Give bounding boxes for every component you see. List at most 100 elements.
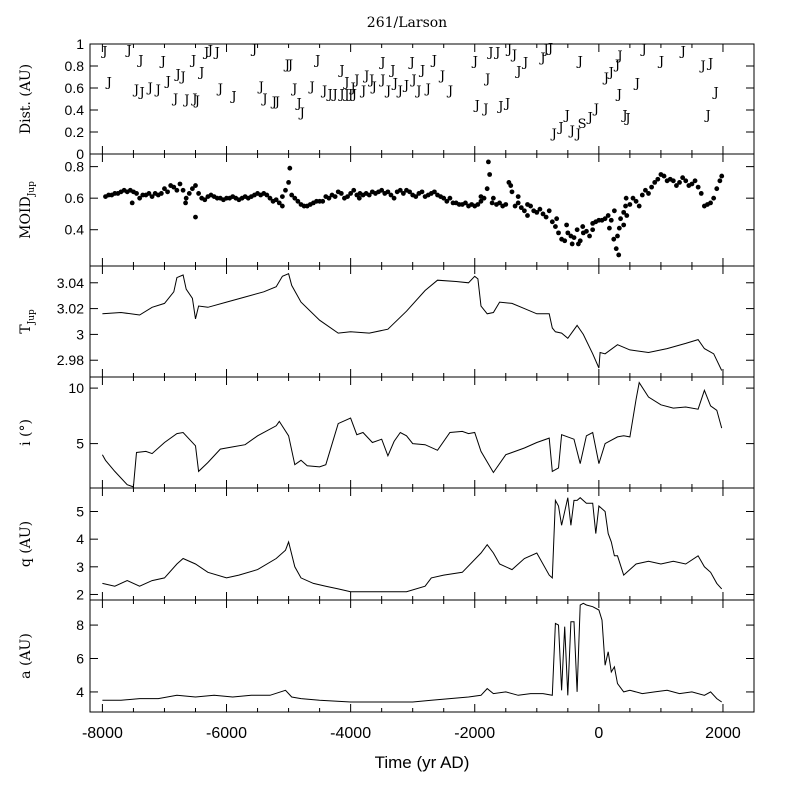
encounter-marker: J (320, 84, 327, 99)
moid-point (540, 211, 546, 217)
moid-point (627, 202, 633, 207)
encounter-marker: J (146, 81, 153, 96)
moid-point (636, 203, 642, 209)
encounter-marker: J (620, 108, 627, 123)
panel-tjup-ylabel: TJup (18, 309, 37, 334)
moid-point (605, 213, 611, 218)
moid-point (623, 203, 628, 209)
panel-a-ytick-label: 6 (76, 651, 84, 667)
encounter-marker: J (633, 77, 640, 92)
encounter-marker: J (202, 46, 209, 61)
encounter-marker: J (136, 53, 143, 68)
moid-point (279, 194, 285, 199)
encounter-marker: J (346, 88, 353, 103)
encounter-marker: J (342, 88, 349, 103)
encounter-marker: J (250, 42, 257, 57)
moid-point (621, 209, 627, 215)
moid-point (670, 178, 676, 184)
encounter-marker: J (586, 111, 593, 126)
encounter-marker: J (342, 75, 349, 90)
moid-point (279, 203, 285, 209)
encounter-marker: J (505, 42, 512, 57)
encounter-marker: J (574, 127, 581, 142)
encounter-marker: J (706, 57, 713, 72)
encounter-marker: J (679, 45, 686, 60)
encounter-marker: J (568, 124, 575, 139)
encounter-marker: J (171, 92, 178, 107)
moid-point (521, 208, 527, 214)
encounter-marker: J (164, 74, 171, 89)
moid-point (478, 194, 484, 199)
moid-point (621, 222, 627, 228)
encounter-marker: J (556, 121, 563, 136)
moid-point (295, 198, 301, 204)
panel-tjup-ytick-label: 3.04 (57, 275, 84, 291)
encounter-marker: J (283, 58, 290, 73)
encounter-marker: J (359, 84, 366, 99)
encounter-marker: J (607, 66, 614, 81)
encounter-marker: J (362, 69, 369, 84)
encounter-marker: J (290, 82, 297, 97)
encounter-marker: J (703, 108, 710, 123)
moid-point (652, 179, 658, 185)
moid-point (171, 184, 177, 190)
encounter-marker: J (100, 45, 107, 60)
encounter-marker: J (538, 51, 545, 66)
moid-point (553, 224, 558, 229)
moid-point (683, 178, 689, 184)
moid-point (575, 241, 581, 247)
moid-point (534, 209, 540, 215)
encounter-marker: J (481, 102, 488, 117)
encounter-marker: J (349, 81, 356, 96)
encounter-marker: J (418, 63, 425, 78)
moid-point (508, 183, 514, 188)
x-tick-label: -4000 (330, 725, 371, 742)
moid-point (196, 191, 201, 196)
panel-q-ytick-label: 4 (76, 531, 84, 547)
encounter-marker: J (229, 90, 236, 105)
panel-moid-ylabel-sub: Jup (27, 181, 37, 197)
panel-dist-ytick-label: 0.2 (65, 124, 85, 140)
moid-point (624, 213, 630, 218)
moid-point (487, 172, 493, 177)
moid-point (351, 187, 357, 193)
x-tick-label: 2000 (705, 725, 741, 742)
encounter-marker: J (414, 84, 421, 99)
encounter-marker: J (496, 100, 503, 115)
encounter-marker: J (350, 88, 357, 103)
encounter-marker: J (213, 46, 220, 61)
chart-title: 261/Larson (367, 15, 447, 31)
panel-dist-ytick-label: 1 (76, 36, 84, 52)
encounter-marker: J (602, 71, 609, 86)
encounter-marker: J (391, 77, 398, 92)
encounter-marker: J (446, 84, 453, 99)
moid-point (292, 195, 298, 201)
encounter-marker: J (503, 96, 510, 111)
moid-point (655, 176, 661, 182)
encounter-marker: J (308, 80, 315, 95)
encounter-marker: J (378, 56, 385, 71)
panel-dist-ylabel: Dist. (AU) (18, 64, 34, 134)
moid-point (569, 241, 575, 247)
moid-point (162, 186, 167, 192)
panel-incl-ytick-label: 5 (76, 436, 84, 452)
panel-incl-ylabel: i (°) (18, 419, 34, 446)
panel-moid-ytick-label: 0.6 (65, 190, 85, 206)
encounter-marker: J (367, 73, 374, 88)
encounter-marker: J (193, 94, 200, 109)
moid-point (475, 202, 481, 207)
encounter-marker: J (295, 96, 302, 111)
moid-point (509, 189, 515, 195)
moid-point (602, 216, 608, 222)
encounter-marker: J (378, 73, 385, 88)
encounter-marker: J (286, 58, 293, 73)
moid-point (680, 175, 686, 181)
moid-point (276, 200, 282, 206)
encounter-marker: J (550, 127, 557, 142)
moid-point (129, 200, 135, 206)
encounter-marker: J (712, 85, 719, 100)
panel-q-ylabel: q (AU) (18, 521, 34, 567)
moid-point (338, 191, 344, 196)
encounter-marker: J (298, 106, 305, 121)
encounter-marker: J (471, 55, 478, 70)
